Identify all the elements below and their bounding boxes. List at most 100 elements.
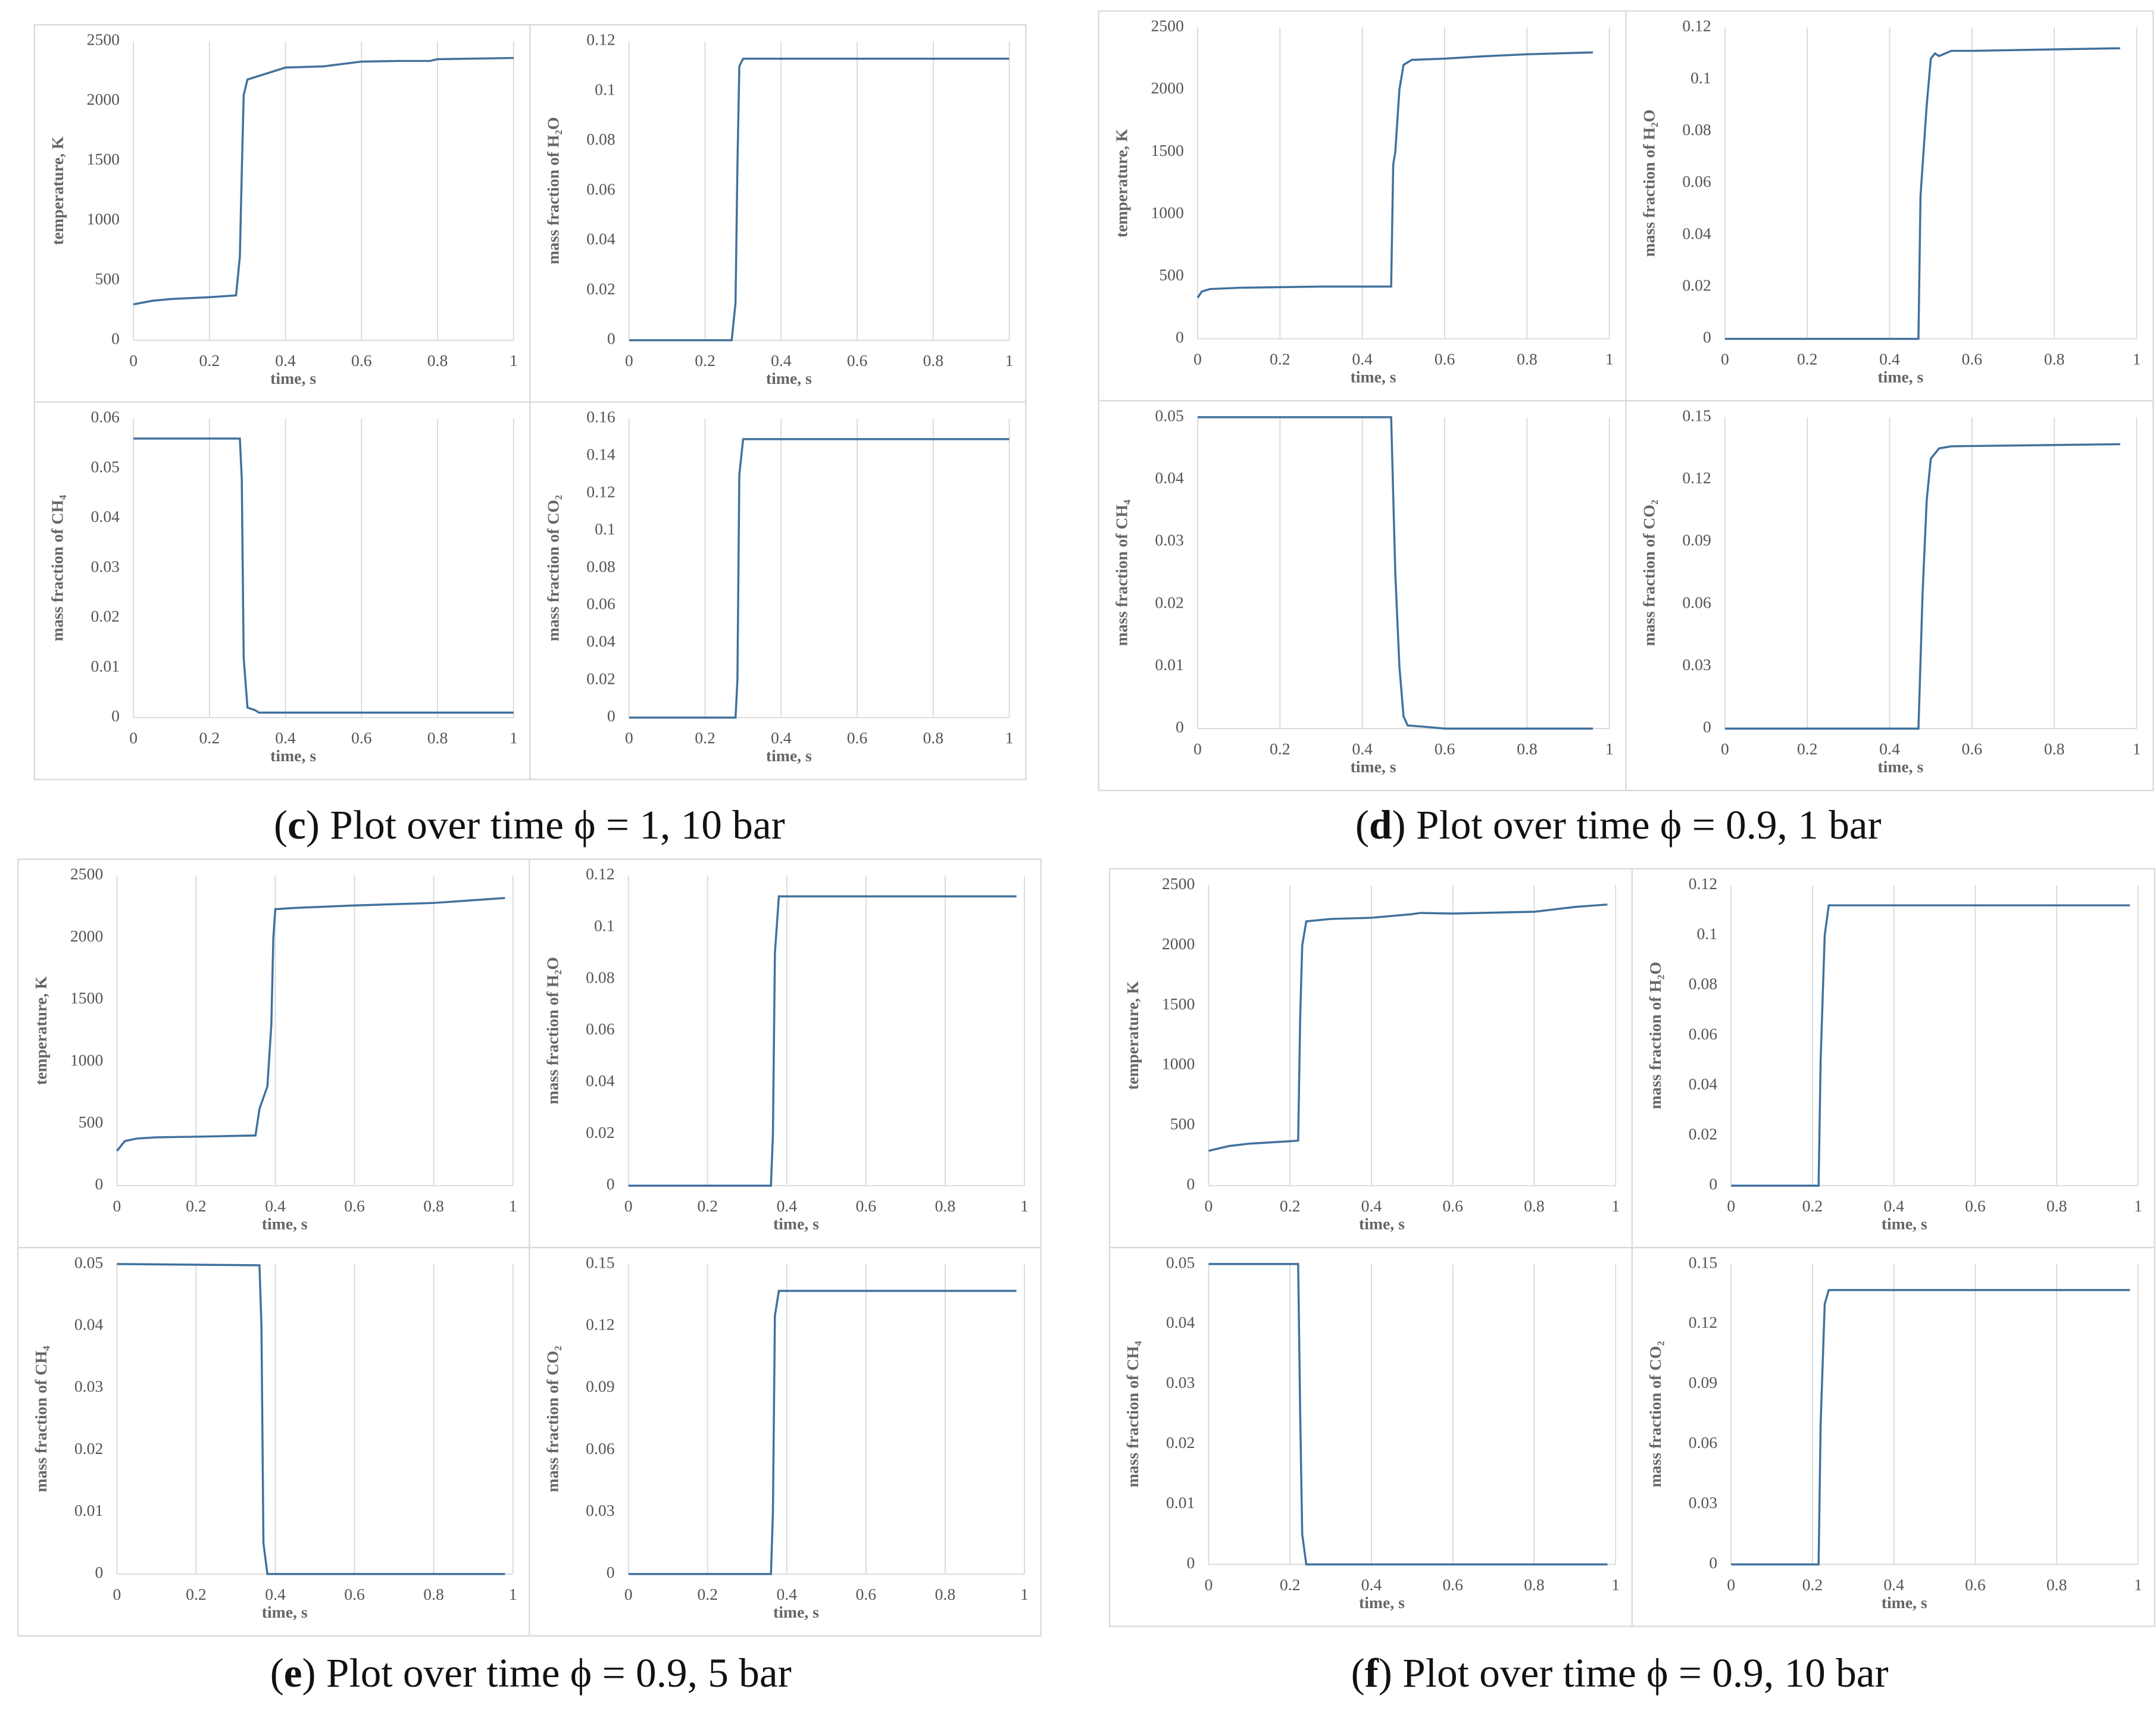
x-tick-label: 0.4 [1361, 1575, 1382, 1594]
y-tick-label: 0.06 [586, 1019, 615, 1038]
x-tick-label: 0.6 [1435, 350, 1455, 368]
y-tick-label: 500 [1170, 1115, 1195, 1133]
x-axis-label: time, s [1877, 758, 1923, 776]
y-tick-label: 0.08 [1682, 120, 1711, 139]
x-tick-label: 0 [624, 1197, 633, 1215]
x-tick-label: 0.4 [265, 1585, 286, 1603]
x-tick-label: 0.8 [2046, 1575, 2067, 1594]
x-tick-label: 0.2 [199, 351, 220, 370]
y-axis-label: mass fraction of CH₄ [1123, 1341, 1142, 1488]
y-axis-label: mass fraction of CH₄ [48, 495, 67, 642]
x-tick-label: 0.4 [776, 1197, 797, 1215]
x-tick-label: 0.8 [2044, 350, 2065, 368]
y-tick-label: 0.05 [74, 1253, 103, 1271]
x-axis-label: time, s [766, 369, 812, 387]
y-tick-label: 0.04 [74, 1315, 104, 1333]
y-tick-label: 2000 [70, 927, 103, 945]
y-axis-label: temperature, K [32, 976, 50, 1085]
x-tick-label: 0.2 [697, 1585, 718, 1603]
x-axis-label: time, s [1359, 1593, 1405, 1612]
data-line [1208, 903, 1608, 1152]
y-axis-label: mass fraction of CO₂ [543, 1346, 561, 1492]
data-line [628, 895, 1017, 1187]
y-tick-label: 0.09 [1682, 531, 1711, 549]
data-line [628, 1290, 1017, 1575]
y-tick-label: 0.08 [586, 968, 614, 986]
y-axis-label: mass fraction of H₂O [1639, 110, 1658, 257]
y-tick-label: 0.12 [586, 1315, 614, 1333]
caption-part: ) Plot over time ϕ = 0.9, 1 bar [1392, 802, 1882, 847]
y-tick-label: 0 [111, 329, 120, 348]
y-axis-label: mass fraction of CO₂ [1646, 1341, 1664, 1487]
x-tick-label: 0.2 [1797, 740, 1818, 758]
y-tick-label: 2500 [1162, 874, 1195, 893]
y-tick-label: 0.02 [1166, 1433, 1195, 1452]
y-tick-label: 0.04 [1155, 468, 1184, 487]
y-axis-label: mass fraction of CO₂ [1639, 500, 1658, 646]
x-tick-label: 1 [510, 351, 518, 370]
data-line [629, 438, 1010, 719]
y-tick-label: 0.08 [586, 130, 615, 148]
caption: (d) Plot over time ϕ = 0.9, 1 bar [1355, 802, 1882, 847]
y-tick-label: 0.02 [1682, 276, 1711, 295]
x-axis-label: time, s [262, 1603, 308, 1621]
x-tick-label: 0.2 [186, 1585, 207, 1603]
y-tick-label: 2000 [1162, 934, 1195, 953]
x-tick-label: 1 [509, 1197, 517, 1215]
y-axis-label: mass fraction of H₂O [1646, 962, 1664, 1109]
y-tick-label: 0.12 [1682, 468, 1711, 487]
x-tick-label: 1 [1611, 1197, 1620, 1215]
y-tick-label: 0 [1186, 1175, 1195, 1193]
y-axis-label: mass fraction of CH₄ [32, 1346, 50, 1493]
y-tick-label: 0 [95, 1175, 103, 1193]
y-tick-label: 0.02 [1155, 593, 1183, 611]
x-tick-label: 0.6 [1442, 1197, 1463, 1215]
x-tick-label: 0.6 [847, 351, 868, 370]
y-tick-label: 0.06 [1682, 172, 1711, 190]
x-tick-label: 0.4 [275, 351, 296, 370]
x-tick-label: 0 [129, 728, 138, 747]
y-tick-label: 0.04 [1682, 224, 1711, 242]
y-tick-label: 0.12 [1689, 1313, 1717, 1331]
x-axis-label: time, s [270, 746, 316, 765]
caption-part: ( [1351, 1650, 1365, 1696]
x-tick-label: 0 [1727, 1575, 1735, 1594]
y-tick-label: 0.03 [74, 1377, 103, 1396]
x-tick-label: 1 [1611, 1575, 1620, 1594]
data-line [117, 1263, 505, 1575]
y-tick-label: 2500 [70, 865, 103, 883]
x-tick-label: 0 [625, 351, 633, 370]
x-tick-label: 0.4 [265, 1197, 286, 1215]
x-tick-label: 0.2 [695, 351, 715, 370]
x-tick-label: 0.8 [423, 1585, 444, 1603]
y-tick-label: 0.04 [91, 507, 120, 526]
x-tick-label: 1 [510, 728, 518, 747]
x-tick-label: 0.6 [1962, 350, 1983, 368]
y-tick-label: 500 [95, 270, 120, 288]
y-tick-label: 0.06 [91, 408, 120, 426]
x-tick-label: 0.2 [199, 728, 220, 747]
y-tick-label: 0.12 [1682, 17, 1711, 35]
x-tick-label: 1 [2133, 350, 2141, 368]
caption-part: ( [274, 802, 288, 847]
data-line [1731, 904, 2130, 1187]
y-tick-label: 0 [111, 706, 120, 725]
y-tick-label: 0.05 [1155, 406, 1183, 424]
x-tick-label: 0.8 [1524, 1197, 1545, 1215]
y-tick-label: 0.05 [1166, 1253, 1195, 1271]
x-tick-label: 0.8 [423, 1197, 444, 1215]
x-tick-label: 0 [1193, 740, 1202, 758]
y-tick-label: 0.08 [1689, 974, 1717, 993]
y-tick-label: 0.1 [594, 917, 615, 935]
x-tick-label: 0.2 [186, 1197, 207, 1215]
data-line [1196, 51, 1593, 299]
y-tick-label: 0.04 [586, 1071, 615, 1090]
x-tick-label: 0.2 [1280, 1197, 1301, 1215]
y-tick-label: 0.12 [1689, 874, 1717, 893]
y-tick-label: 0.06 [586, 180, 615, 198]
y-tick-label: 0 [607, 329, 615, 348]
y-tick-label: 0.15 [586, 1253, 614, 1271]
caption-part: ( [270, 1650, 284, 1696]
